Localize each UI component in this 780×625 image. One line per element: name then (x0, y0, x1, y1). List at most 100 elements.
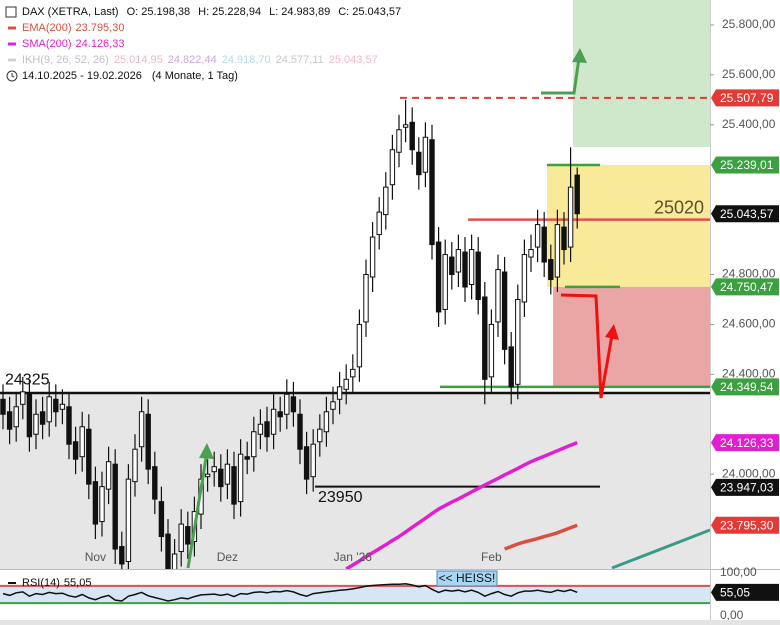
candle-body (152, 466, 158, 500)
candle-body (363, 274, 369, 323)
candle-body (6, 411, 13, 430)
candle-body (257, 423, 264, 435)
candle-body (416, 151, 422, 176)
y-tick-label: 25.400,00 (722, 117, 776, 131)
zone (553, 286, 710, 387)
candle-body (310, 443, 316, 478)
rsi-plot (0, 583, 710, 605)
legend-name: IKH(9, 26, 52, 26) (22, 54, 109, 66)
price-tag-label: 24.750,47 (720, 280, 774, 294)
candle-body (277, 411, 283, 418)
zones (0, 0, 710, 569)
candle-body (462, 251, 468, 288)
candle-body (383, 186, 389, 216)
arrow (560, 293, 614, 399)
candle-body (92, 481, 99, 525)
rsi-legend: RSI(14) 55,05 (22, 577, 91, 589)
y-axis: 25.800,00 25.600,00 25.400,00 24.800,00 24.6… (710, 17, 776, 480)
candle-body (105, 461, 112, 490)
price-tags: 25.507,79 25.239,01 25.043,57 24.750,47 24.3… (711, 89, 779, 534)
candle-body (515, 298, 521, 385)
rsi-tick-label: 100,00 (720, 565, 757, 579)
candle-body (422, 136, 429, 173)
candle-body (541, 226, 547, 263)
candle-body (303, 446, 310, 480)
legend-value: 24.918,70 (222, 54, 271, 66)
candle-body (119, 546, 125, 565)
rsi-line (2, 583, 578, 602)
candle-body (178, 523, 184, 553)
candle-body (402, 124, 409, 128)
annotation: << HEISS! (439, 571, 496, 585)
trend-line (611, 528, 711, 570)
candle-body (396, 129, 402, 153)
candle-body (323, 411, 330, 433)
candle-body (449, 256, 455, 276)
rsi-panel: 100,00 0,00 55,05 << HEISS! (0, 565, 779, 622)
candle-body (46, 396, 52, 423)
clock-icon (6, 70, 18, 82)
candle-body (244, 456, 250, 460)
indicator-line (345, 440, 578, 569)
arrow-head (199, 443, 214, 459)
legend-value: 23.795,30 (76, 22, 125, 34)
candle-body (72, 441, 79, 460)
candle-body (251, 431, 257, 458)
price-tag (711, 156, 779, 174)
price-tag (711, 89, 779, 107)
candle-body (218, 468, 224, 488)
candle-body (99, 486, 105, 523)
candle-body (567, 186, 574, 248)
candle-body (488, 323, 495, 378)
candle-body (158, 501, 165, 538)
candle-body (468, 249, 475, 285)
candle-body (20, 391, 26, 405)
legend-name: RSI(14) (22, 577, 60, 589)
price-tag-label: 24.126,33 (720, 436, 774, 450)
bottom-bar (0, 620, 780, 625)
arrow (541, 57, 581, 95)
x-tick-label: Jan '26 (334, 550, 373, 564)
candle-body (376, 211, 382, 236)
candle-body (53, 398, 59, 413)
zone (0, 393, 710, 569)
candle-body (297, 413, 303, 450)
price-tag-label: 23.795,30 (720, 518, 774, 532)
candle-body (204, 473, 211, 478)
candle-body (336, 386, 343, 400)
ohlc-value: 24.983,89 (281, 6, 330, 18)
plot-area: 24325 23950 25020 Nov Dez Jan '26 Feb (0, 96, 710, 569)
arrow-head (572, 48, 587, 63)
arrow (186, 451, 209, 569)
rsi-tag (711, 583, 779, 601)
candle-body (330, 401, 336, 410)
legend-title: DAX (XETRA, Last) (22, 6, 119, 18)
candle-body (429, 139, 435, 246)
candle-body (132, 448, 138, 483)
candle-body (495, 269, 501, 323)
legend-value: 24.822,44 (168, 54, 217, 66)
price-tag (711, 278, 779, 296)
candle-body (171, 553, 178, 569)
candle-body (528, 249, 534, 258)
y-tick-label: 24.000,00 (722, 466, 776, 480)
candle-body (270, 408, 277, 435)
candle-body (39, 411, 46, 425)
price-tag (711, 378, 779, 396)
candle-body (389, 149, 396, 186)
ohlc-name: L: (269, 6, 278, 18)
x-tick-label: Nov (85, 550, 106, 564)
legend-name: EMA(200) (22, 22, 72, 34)
price-tag-label: 25.507,79 (720, 91, 774, 105)
ohlc-name: C: (338, 6, 349, 18)
indicator-line (503, 523, 578, 551)
candle-body (574, 174, 580, 215)
zone (573, 0, 710, 147)
date-range: 14.10.2025 - 19.02.2026 (22, 70, 142, 82)
candle-body (185, 526, 191, 545)
level-label: 25020 (654, 197, 704, 217)
candle-body (369, 236, 376, 278)
arrow-head (605, 324, 619, 340)
legend-icon (5, 6, 17, 18)
